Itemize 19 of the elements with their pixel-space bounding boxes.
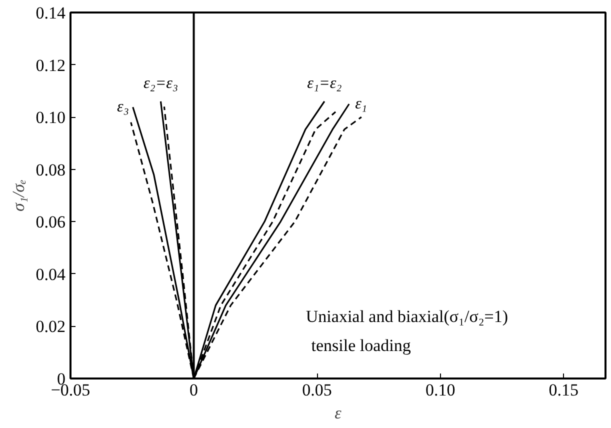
x-tick-label: 0.05: [302, 380, 332, 400]
x-tick-label: 0.15: [548, 380, 578, 400]
y-tick-label: 0.02: [36, 317, 66, 336]
x-tick-label: 0.10: [425, 380, 456, 400]
series-label: ε₁=ε₂: [307, 74, 342, 92]
y-tick-label: 0.14: [36, 4, 66, 22]
y-tick-label: 0.08: [36, 160, 66, 180]
y-tick-label: 0.12: [36, 56, 66, 75]
annotation: Uniaxial and biaxial(σ₁/σ₂=1): [306, 306, 508, 326]
x-tick-label: 0: [190, 380, 198, 400]
series-label: ε₁: [355, 96, 367, 112]
annotation: tensile loading: [311, 336, 412, 356]
y-axis-title: σ₁/σₑ: [8, 180, 28, 212]
y-tick-label: 0.10: [36, 108, 66, 128]
y-tick-label: 0.06: [36, 212, 66, 232]
series-label: ε₂=ε₃: [143, 74, 178, 92]
y-tick-label: 0.04: [36, 264, 66, 284]
x-axis-title: ε: [334, 404, 342, 422]
series-label: ε₃: [117, 98, 129, 116]
